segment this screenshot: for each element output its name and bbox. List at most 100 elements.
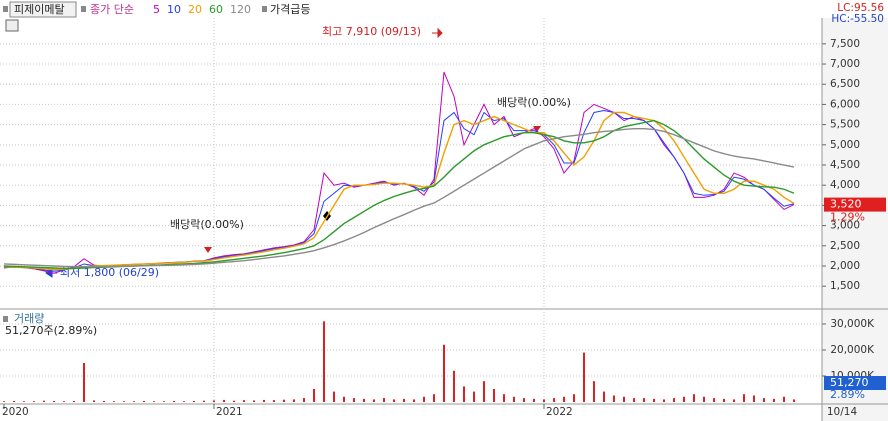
y-tick-label: 4,500	[830, 159, 860, 171]
indicator: HC:-55.50	[831, 13, 884, 25]
volume-bar	[483, 381, 485, 402]
volume-bar	[503, 394, 505, 402]
annotation: 배당락(0.00%)	[497, 96, 571, 109]
volume-bar	[213, 400, 215, 402]
y-tick-label: 30,000K	[830, 318, 875, 330]
volume-bar	[63, 401, 65, 402]
annotation: 배당락(0.00%)	[170, 218, 244, 231]
legend-entry: 120	[230, 3, 251, 16]
y-tick-label: 4,000	[830, 179, 860, 191]
volume-bar	[3, 401, 5, 402]
title-box[interactable]	[9, 1, 77, 18]
volume-bar	[353, 398, 355, 402]
x-tick-label: 2021	[216, 406, 243, 418]
volume-bar	[513, 396, 515, 402]
x-tick-label: 2020	[2, 406, 29, 418]
volume-bar	[293, 399, 295, 402]
volume-bar	[113, 401, 115, 402]
legend-entry: 5	[153, 3, 160, 16]
stock-name: 피제이메탈	[14, 3, 65, 16]
marker	[204, 247, 212, 253]
annotation: 최저 1,800 (06/29)	[60, 266, 159, 279]
volume-bar	[723, 398, 725, 402]
icon	[3, 6, 8, 12]
volume-bar	[433, 394, 435, 402]
volume-bar	[103, 400, 105, 402]
volume-bar	[743, 394, 745, 402]
volume-bar	[563, 396, 565, 402]
grid-icon[interactable]	[5, 19, 19, 32]
volume-bar	[573, 394, 575, 402]
volume-bar	[183, 401, 185, 402]
icon	[81, 6, 86, 12]
volume-bar	[303, 398, 305, 402]
ma-line	[3, 127, 795, 268]
volume-bar	[163, 401, 165, 402]
volume-bar	[633, 398, 635, 402]
volume-subtitle: 51,270주(2.89%)	[5, 324, 97, 337]
volume-bar	[533, 398, 535, 402]
volume-bar	[263, 399, 265, 402]
legend-entry: 60	[209, 3, 223, 16]
volume-bar	[643, 398, 645, 402]
price-marker	[824, 197, 886, 212]
volume-bar	[233, 400, 235, 402]
volume-bar	[73, 400, 75, 402]
volume-bar	[463, 386, 465, 402]
y-tick-label: 5,500	[830, 119, 860, 131]
volume-bar	[223, 399, 225, 402]
y-tick-label: 2,000	[830, 260, 860, 272]
volume-bar	[143, 400, 145, 402]
volume-bar	[703, 396, 705, 402]
x-tick-label: 2022	[546, 406, 573, 418]
volume-bar	[33, 401, 35, 402]
volume-bar	[393, 399, 395, 402]
y-tick-label: 7,000	[830, 58, 860, 70]
volume-bar	[13, 400, 15, 402]
volume-bar	[333, 391, 335, 402]
volume-bar	[693, 394, 695, 402]
volume-bar	[253, 400, 255, 402]
volume-bar	[603, 391, 605, 402]
volume-bar	[663, 399, 665, 402]
y-tick-label: 6,000	[830, 98, 860, 110]
volume-bar	[283, 399, 285, 402]
volume-bar	[423, 396, 425, 402]
volume-bar	[153, 401, 155, 402]
volume-bar	[593, 381, 595, 402]
volume-bar	[363, 398, 365, 402]
volume-bar	[523, 398, 525, 402]
volume-bar	[783, 396, 785, 402]
extra-legend: 가격급등	[270, 3, 310, 16]
price-label: 3,520	[830, 198, 862, 211]
volume-bar	[123, 401, 125, 402]
volume-bar	[443, 344, 445, 402]
volume-bar	[553, 398, 555, 402]
volume-label: 51,270	[830, 376, 869, 389]
y-tick-label: 20,000K	[830, 344, 875, 356]
volume-bar	[733, 399, 735, 402]
volume-bar	[53, 400, 55, 402]
volume-bar	[763, 398, 765, 402]
ma-line	[3, 111, 795, 271]
volume-bar	[673, 398, 675, 402]
legend-title: 종가 단순	[90, 3, 134, 16]
volume-bar	[173, 400, 175, 402]
volume-bar	[683, 396, 685, 402]
volume-bar	[243, 400, 245, 402]
volume-bar	[93, 400, 95, 402]
legend-entry: 10	[167, 3, 181, 16]
volume-bar	[413, 399, 415, 402]
legend-entry: 20	[188, 3, 202, 16]
volume-bar	[583, 352, 585, 402]
volume-marker	[824, 376, 886, 390]
volume-bar	[193, 400, 195, 402]
volume-bar	[313, 388, 315, 402]
x-tick-label: 10/14	[827, 406, 858, 418]
y-tick-label: 3,000	[830, 220, 860, 232]
volume-bar	[133, 401, 135, 402]
change-label: 1.29%	[830, 211, 865, 224]
volume-bar	[373, 399, 375, 402]
volume-bar	[453, 370, 455, 402]
